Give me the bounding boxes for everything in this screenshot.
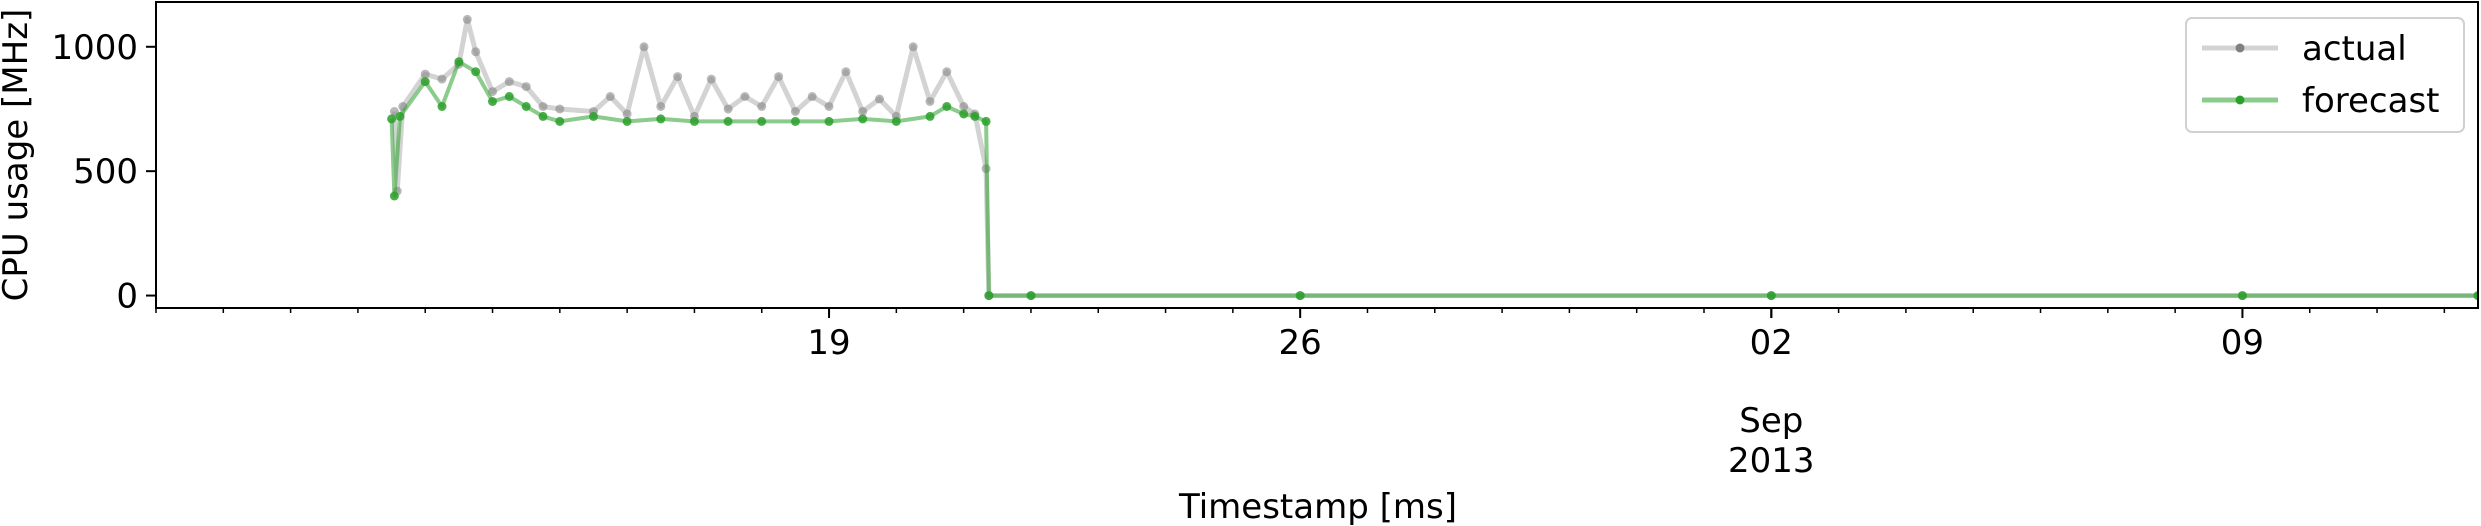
series-point-forecast	[723, 116, 733, 126]
series-point-forecast	[959, 109, 969, 119]
series-point-actual	[673, 72, 683, 82]
series-point-forecast	[925, 111, 935, 121]
legend-entry-forecast: forecast	[2202, 81, 2440, 121]
series-point-actual	[622, 109, 632, 119]
series-point-actual	[471, 47, 481, 57]
legend: actual forecast	[2185, 17, 2465, 133]
series-point-forecast	[538, 111, 548, 121]
series-point-forecast	[942, 102, 952, 111]
series-point-actual	[706, 74, 716, 84]
series-point-actual	[959, 102, 969, 111]
series-point-actual	[925, 97, 935, 106]
series-point-forecast	[504, 92, 514, 101]
y-tick-label: 0	[116, 277, 138, 317]
series-point-actual	[555, 104, 565, 114]
series-point-actual	[538, 102, 548, 111]
x-tick-label: 26	[1279, 323, 1322, 363]
series-point-forecast	[891, 116, 901, 126]
series-forecast	[387, 57, 2478, 301]
x-axis-label: Timestamp [ms]	[1178, 487, 1457, 526]
y-tick-label: 1000	[51, 28, 138, 68]
series-point-forecast	[389, 191, 399, 201]
series-point-actual	[462, 14, 472, 24]
series-point-forecast	[981, 116, 991, 126]
series-point-forecast	[858, 114, 868, 124]
series-point-forecast	[790, 116, 800, 126]
series-layer	[387, 14, 2478, 301]
x-axis-ticks: 19 26 02 09	[155, 308, 2446, 363]
series-line-actual	[391, 16, 2478, 299]
series-point-forecast	[555, 116, 565, 126]
legend-entry-actual: actual	[2202, 29, 2407, 69]
series-point-actual	[504, 77, 514, 87]
series-point-forecast	[2237, 291, 2247, 301]
series-point-actual	[824, 102, 834, 111]
legend-label: actual	[2302, 29, 2407, 69]
series-point-forecast	[1026, 291, 1036, 301]
series-point-actual	[942, 67, 952, 77]
series-point-forecast	[420, 77, 430, 87]
series-point-forecast	[2473, 291, 2478, 301]
axes-frame	[155, 1, 2479, 309]
series-point-actual	[774, 72, 784, 82]
series-point-actual	[757, 102, 767, 111]
y-tick-label: 500	[73, 152, 138, 192]
legend-swatch-marker	[2235, 95, 2245, 105]
series-point-actual	[908, 42, 918, 52]
series-point-forecast	[454, 57, 464, 67]
series-point-forecast	[984, 291, 994, 301]
series-point-forecast	[970, 111, 980, 121]
series-point-actual	[790, 107, 800, 116]
series-point-forecast	[387, 114, 397, 124]
series-point-forecast	[757, 116, 767, 126]
series-point-actual	[841, 67, 851, 77]
series-point-forecast	[589, 111, 598, 121]
series-point-forecast	[622, 116, 632, 126]
series-point-actual	[521, 82, 531, 92]
y-axis-label: CPU usage [MHz]	[0, 9, 36, 302]
series-point-actual	[656, 102, 666, 111]
series-point-forecast	[689, 116, 699, 126]
series-point-forecast	[395, 111, 405, 121]
series-point-actual	[723, 104, 733, 114]
series-actual	[389, 14, 2478, 301]
series-point-forecast	[488, 97, 497, 106]
series-point-actual	[740, 92, 750, 101]
series-point-actual	[437, 74, 447, 84]
series-point-forecast	[1295, 291, 1305, 301]
series-point-actual	[639, 42, 649, 52]
series-point-actual	[605, 92, 615, 101]
x-axis-year-label: 2013	[1728, 441, 1815, 481]
x-tick-label: 19	[807, 323, 850, 363]
series-point-actual	[807, 92, 817, 101]
legend-box	[2185, 17, 2465, 133]
legend-label: forecast	[2302, 81, 2440, 121]
series-point-forecast	[824, 116, 834, 126]
legend-swatch-marker	[2235, 43, 2245, 53]
series-point-forecast	[656, 114, 666, 124]
series-point-forecast	[1766, 291, 1776, 301]
x-tick-label: 09	[2221, 323, 2264, 363]
series-point-forecast	[437, 102, 447, 111]
series-point-forecast	[521, 102, 531, 111]
y-axis-ticks: 0 500 1000	[51, 28, 156, 317]
series-point-forecast	[471, 67, 481, 77]
x-tick-label: 02	[1750, 323, 1793, 363]
series-point-actual	[858, 107, 868, 116]
x-axis-month-label: Sep	[1739, 401, 1803, 441]
series-point-actual	[875, 94, 884, 104]
series-point-actual	[420, 69, 430, 79]
